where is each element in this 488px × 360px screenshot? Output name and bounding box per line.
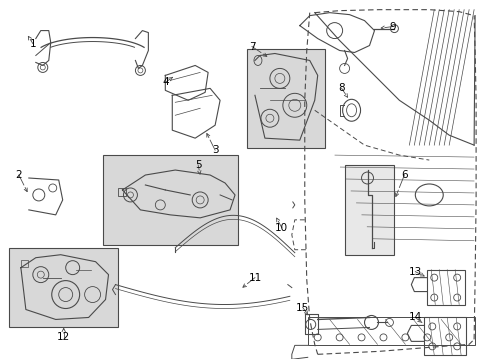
Text: 9: 9 [388, 22, 395, 32]
Text: 6: 6 [400, 170, 407, 180]
Text: 1: 1 [29, 39, 36, 49]
Text: 5: 5 [195, 160, 201, 170]
Text: 14: 14 [408, 312, 421, 323]
Bar [21, 260, 28, 267]
Text: 10: 10 [275, 223, 288, 233]
Text: 7: 7 [248, 41, 255, 51]
Bar [118, 188, 126, 196]
Bar [246, 49, 324, 148]
Text: 15: 15 [296, 302, 309, 312]
Bar [9, 248, 118, 328]
Text: 12: 12 [57, 332, 70, 342]
Text: 4: 4 [162, 77, 168, 87]
Text: 11: 11 [248, 273, 261, 283]
Bar [307, 318, 474, 345]
Text: 3: 3 [211, 145, 218, 155]
Text: 13: 13 [408, 267, 421, 276]
Bar [424, 318, 465, 355]
Bar [344, 165, 394, 255]
Bar [427, 270, 464, 305]
Text: 2: 2 [16, 170, 22, 180]
Text: 8: 8 [338, 84, 344, 93]
Bar [102, 155, 238, 245]
